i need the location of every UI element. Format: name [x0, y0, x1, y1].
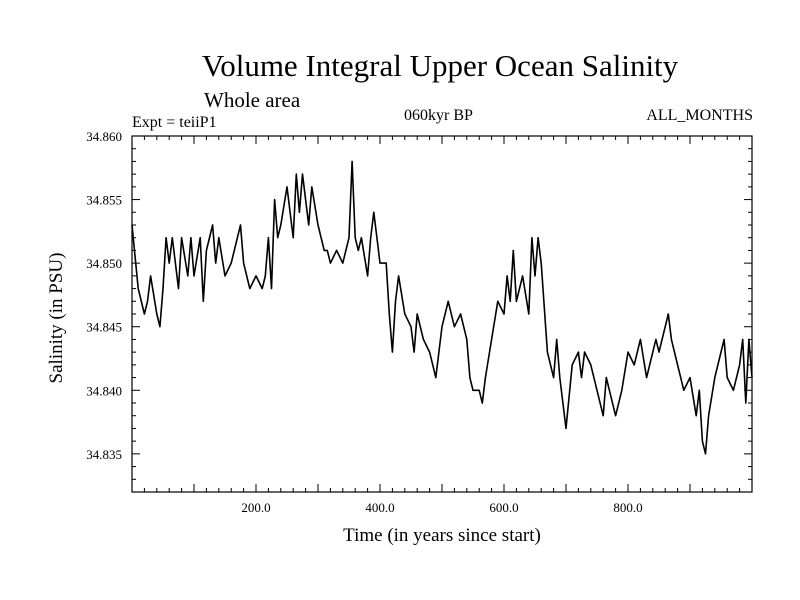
y-tick-label: 34.850: [86, 256, 122, 271]
y-tick-label: 34.855: [86, 193, 122, 208]
y-tick-label: 34.840: [86, 383, 122, 398]
salinity-series-line: [131, 160, 753, 455]
y-axis-label: Salinity (in PSU): [46, 253, 67, 384]
experiment-label: Expt = teiiP1: [132, 114, 217, 131]
x-tick-label: 600.0: [489, 500, 518, 515]
period-label: 060kyr BP: [404, 107, 473, 124]
x-axis-label: Time (in years since start): [343, 525, 541, 546]
x-tick-label: 800.0: [613, 500, 642, 515]
x-tick-label: 200.0: [241, 500, 270, 515]
chart-subtitle: Whole area: [204, 88, 301, 112]
chart-title: Volume Integral Upper Ocean Salinity: [201, 48, 679, 83]
y-tick-label: 34.835: [86, 447, 122, 462]
plot-frame: [131, 135, 753, 493]
x-tick-label: 400.0: [365, 500, 394, 515]
axis-tick-labels: 200.0 400.0 600.0 800.0 34.835 34.840 34.845 34…: [86, 129, 642, 515]
y-tick-label: 34.860: [86, 129, 122, 144]
axis-ticks: [132, 136, 752, 492]
y-tick-label: 34.845: [86, 320, 122, 335]
months-label: ALL_MONTHS: [646, 107, 753, 124]
